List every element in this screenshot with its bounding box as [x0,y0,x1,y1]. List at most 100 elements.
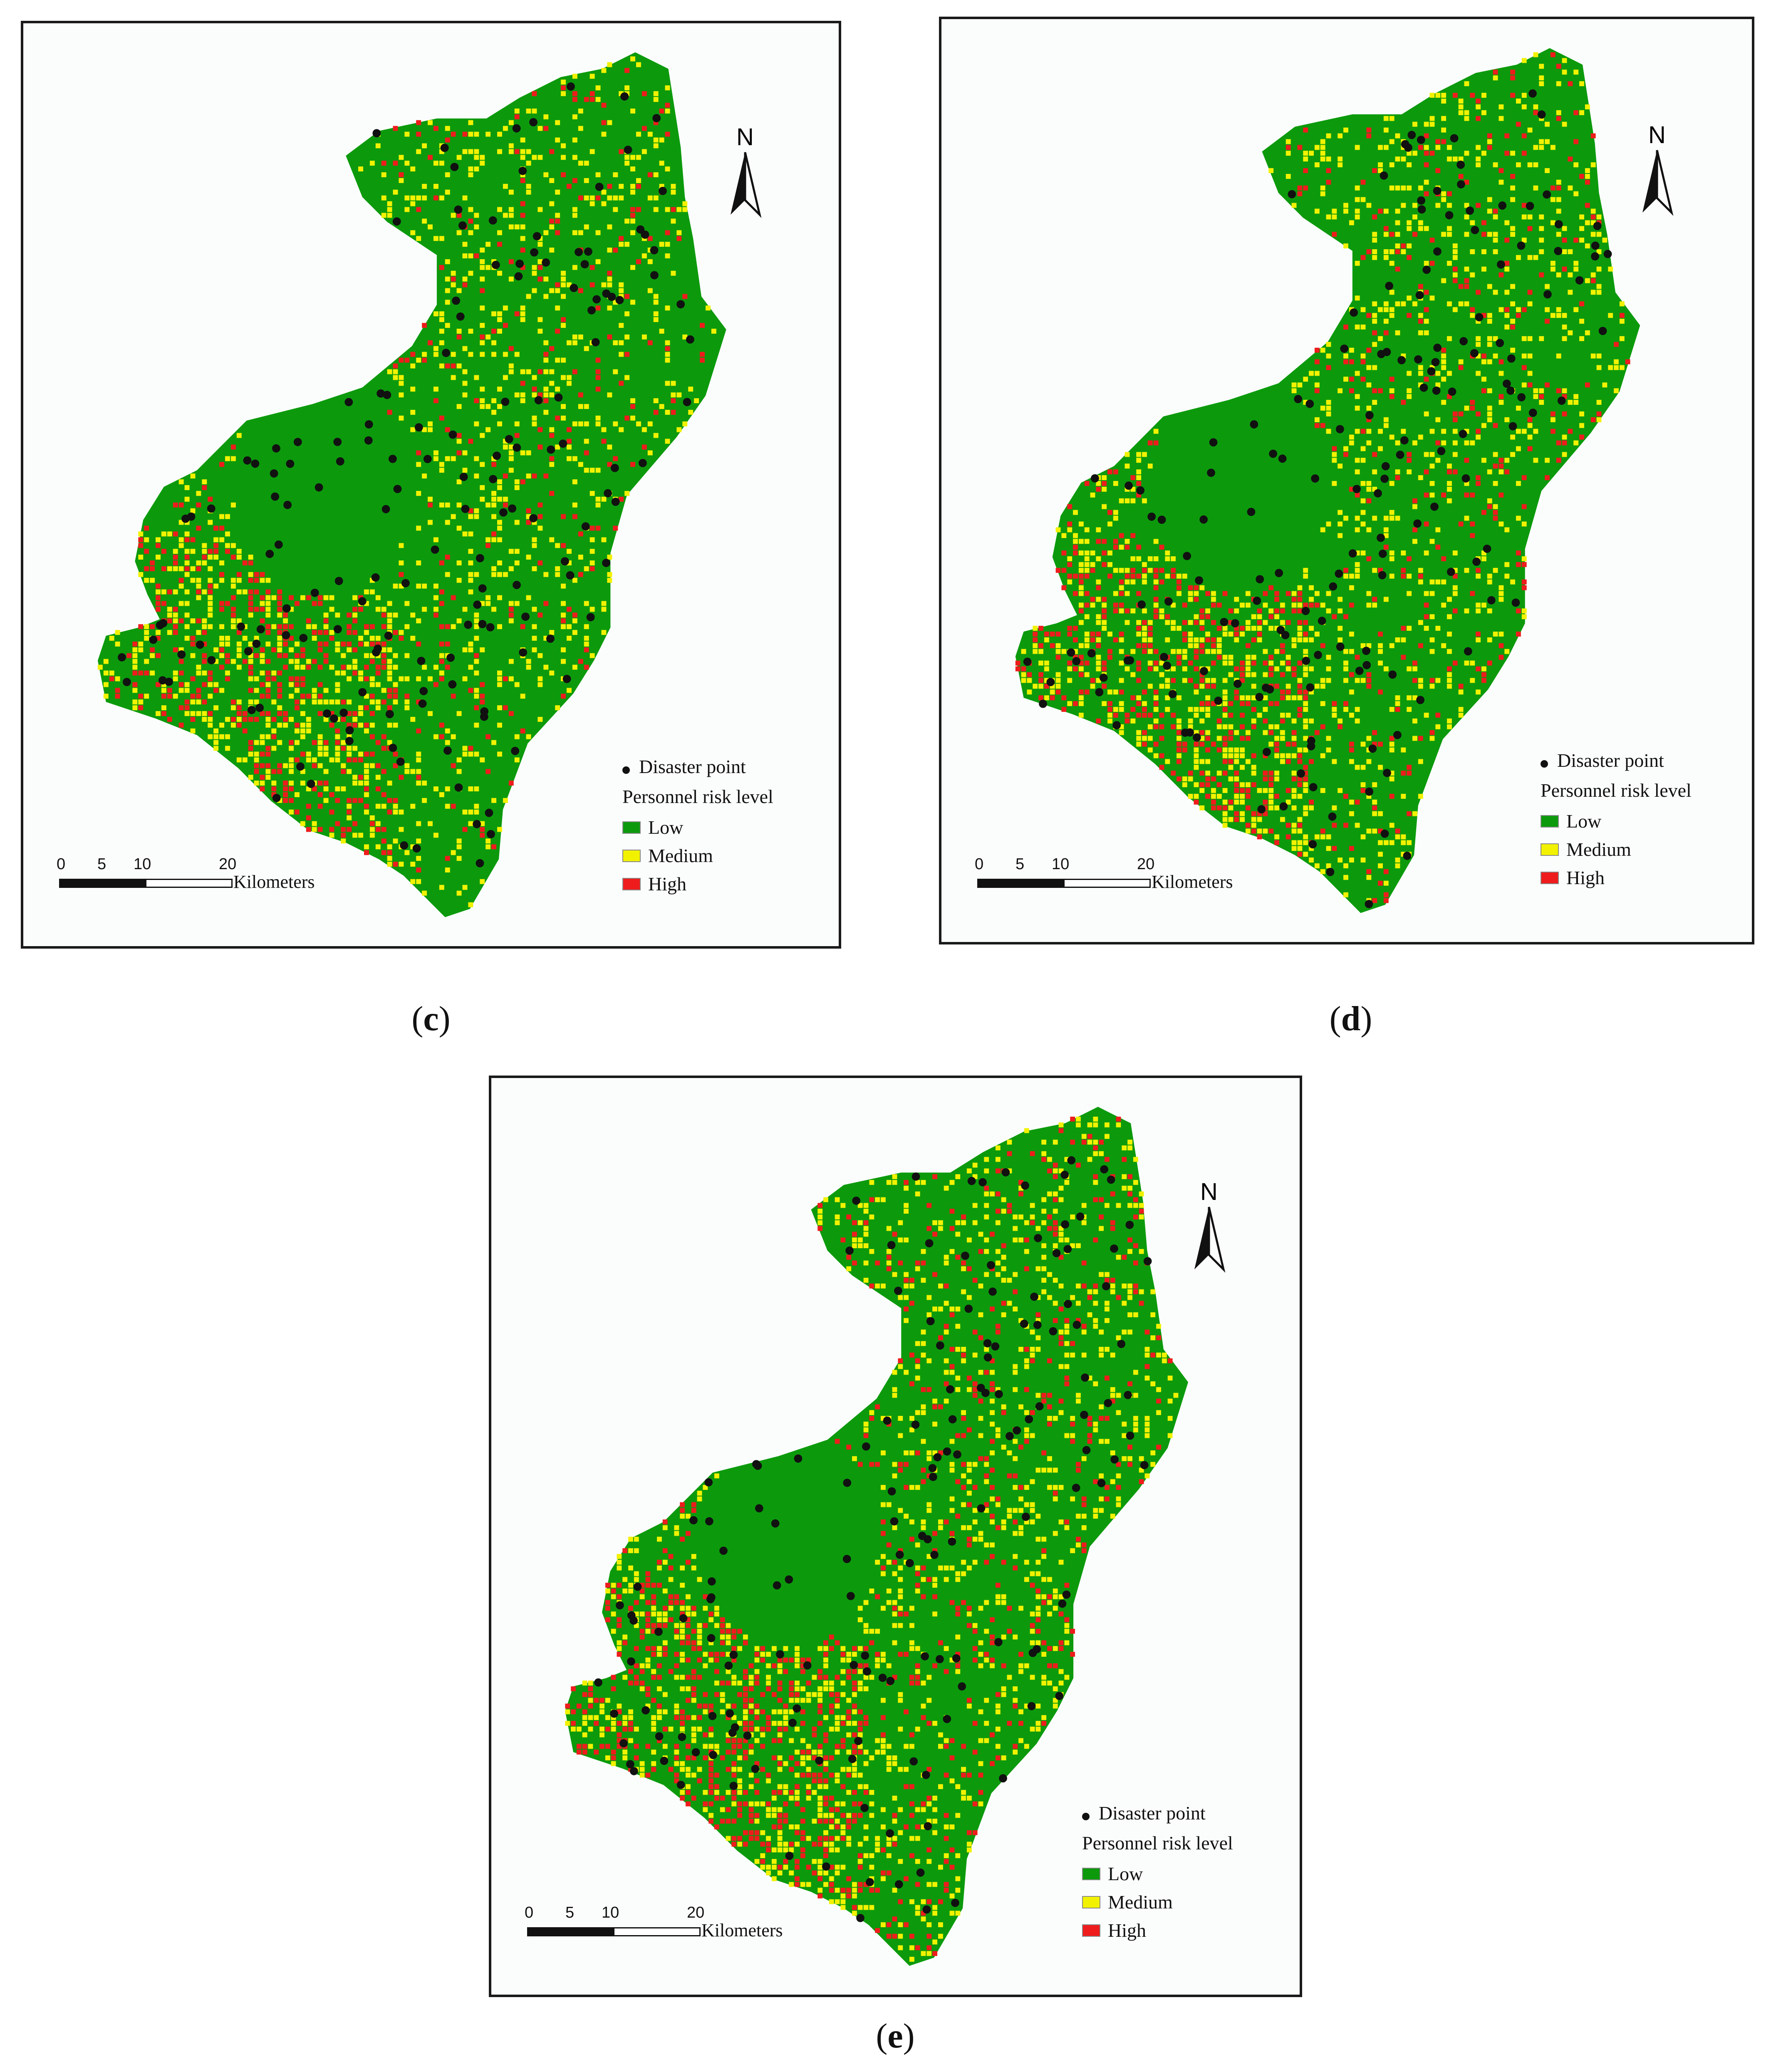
risk-cell [1122,1157,1127,1162]
risk-cell [1113,712,1118,718]
risk-cell [1251,817,1256,822]
risk-cell [601,601,607,606]
risk-cell [1058,1410,1064,1415]
risk-cell [1234,776,1239,782]
risk-cell [1435,371,1441,376]
risk-cell [1360,446,1366,451]
risk-cell [178,647,184,652]
disaster-point [1401,140,1409,149]
risk-cell [329,757,334,763]
risk-cell [1188,637,1193,642]
risk-cell [561,583,566,589]
disaster-point [581,522,590,531]
risk-cell [1222,678,1228,683]
risk-cell [1470,521,1475,527]
risk-cell [961,1266,966,1271]
risk-cell [835,1197,840,1202]
risk-cell [671,189,676,195]
risk-cell [1429,260,1435,266]
risk-cell [1389,388,1395,394]
risk-cell [1550,417,1556,422]
risk-cell [1041,1554,1047,1559]
risk-cell [248,601,253,606]
risk-cell [369,589,375,595]
risk-cell [1153,724,1159,729]
risk-cell [532,566,537,571]
risk-cell [1429,678,1435,683]
risk-cell [150,566,155,571]
risk-cell [1119,724,1124,729]
risk-cell [1087,1433,1092,1438]
disaster-point [256,625,265,634]
risk-cell [584,624,589,630]
risk-cell [1429,614,1435,620]
risk-cell [1228,724,1234,729]
risk-cell [863,1421,869,1427]
risk-cell [474,131,479,137]
disaster-point [595,183,604,191]
risk-cell [184,699,190,705]
risk-cell [1061,585,1067,590]
risk-cell [617,1594,622,1599]
risk-cell [1102,481,1107,486]
risk-cell [1015,660,1020,666]
risk-cell [230,577,236,583]
disaster-point [513,581,521,589]
risk-cell [1093,1140,1098,1145]
risk-cell [1064,1329,1070,1335]
risk-cell [1222,591,1228,596]
risk-cell [254,699,259,705]
risk-cell [978,1370,983,1375]
risk-cell [503,676,508,682]
risk-cell [1024,1347,1029,1352]
disaster-point [485,808,493,817]
risk-cell [630,462,635,467]
risk-cell [1105,1301,1110,1306]
risk-cell [537,259,543,264]
risk-cell [1119,545,1124,550]
risk-cell [1476,371,1481,376]
risk-cell [219,734,225,739]
risk-cell [995,1191,1001,1197]
risk-cell [1389,139,1395,144]
risk-cell [474,149,479,154]
risk-cell [1355,765,1360,770]
risk-cell [1407,226,1412,231]
risk-cell [532,647,537,652]
risk-cell [1521,58,1527,63]
risk-cell [1499,116,1504,121]
risk-cell [503,705,508,711]
risk-cell [1545,121,1550,127]
risk-cell [1087,1439,1092,1444]
risk-cell [1013,1439,1018,1444]
risk-cell [1412,811,1417,816]
risk-cell [1516,429,1521,434]
risk-cell [1102,602,1107,608]
risk-cell [289,740,294,745]
risk-cell [949,1508,955,1513]
risk-cell [248,595,253,600]
risk-cell [439,589,444,595]
risk-cell [456,525,462,531]
risk-cell [1024,1519,1029,1524]
risk-cell [295,682,300,687]
risk-cell [1030,1479,1035,1485]
risk-cell [480,821,485,826]
risk-cell [265,694,271,699]
risk-cell [572,630,577,635]
risk-cell [1527,417,1533,422]
risk-cell [688,387,694,392]
risk-cell [219,641,225,647]
risk-cell [1171,626,1176,631]
risk-cell [491,496,497,502]
risk-cell [445,664,450,670]
risk-cell [1038,643,1043,648]
risk-cell [686,1640,691,1646]
risk-cell [1349,759,1354,764]
risk-cell [1125,545,1130,550]
risk-cell [1303,602,1308,608]
risk-cell [1527,423,1533,428]
risk-cell [1076,1283,1081,1289]
risk-cell [1372,568,1377,573]
risk-cell [572,74,577,79]
